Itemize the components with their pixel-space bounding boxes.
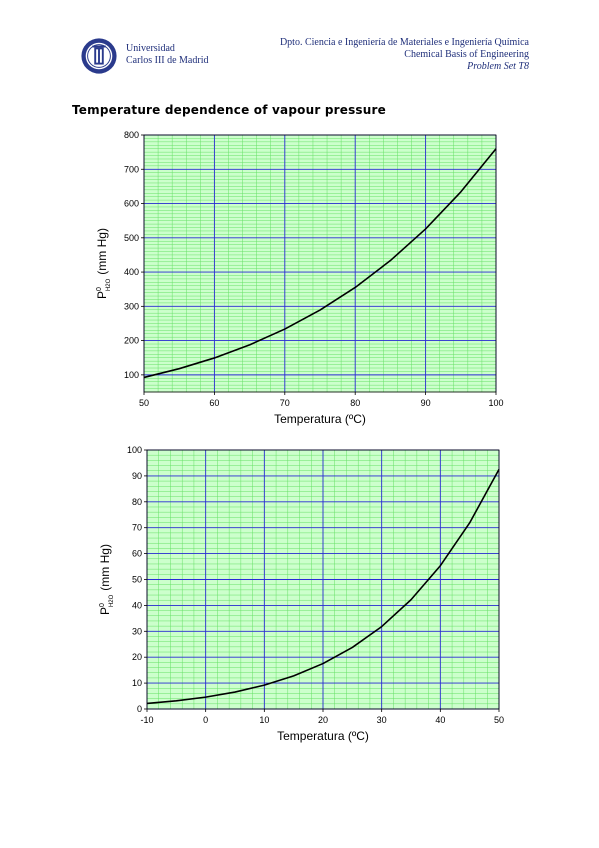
x-tick-label: 40 [435,715,445,725]
problem-set-label: Problem Set T8 [467,61,529,72]
x-tick-label: 0 [203,715,208,725]
plot-area [144,135,496,392]
x-tick-label: 20 [318,715,328,725]
x-tick-label: 50 [139,398,149,408]
department-name: Dpto. Ciencia e Ingeniería de Materiales… [279,37,529,48]
y-axis-label: P0 H2O(mm Hg) [98,544,115,615]
y-tick-label: 70 [132,523,142,533]
y-tick-label: 50 [132,575,142,585]
y-tick-label: 60 [132,549,142,559]
university-logo-icon [81,38,117,74]
x-tick-label: 30 [377,715,387,725]
vapour-pressure-curve [146,469,500,705]
y-tick-label: 200 [124,336,139,346]
x-axis-label: Temperatura (ºC) [277,729,369,743]
university-name-line1: Universidad [126,43,175,54]
x-tick-label: 60 [209,398,219,408]
y-tick-label: 500 [124,233,139,243]
section-title: Temperature dependence of vapour pressur… [72,103,386,117]
y-tick-label: 10 [132,678,142,688]
x-tick-label: 10 [259,715,269,725]
y-tick-label: 600 [124,199,139,209]
header-info: Dpto. Ciencia e Ingeniería de Materiales… [280,37,529,73]
university-name-line2: Carlos III de Madrid [126,55,209,66]
y-tick-label: 90 [132,471,142,481]
y-tick-label: 700 [124,164,139,174]
vapour-pressure-curve [143,148,497,379]
y-tick-label: 800 [124,130,139,140]
y-tick-label: 40 [132,600,142,610]
x-tick-label: -10 [140,715,153,725]
plot-frame [143,134,497,393]
y-tick-label: 300 [124,301,139,311]
x-axis-label: Temperatura (ºC) [274,412,366,426]
x-tick-label: 90 [421,398,431,408]
university-name: Universidad Carlos III de Madrid [126,43,208,67]
y-tick-label: 30 [132,626,142,636]
y-tick-label: 20 [132,652,142,662]
x-tick-label: 50 [494,715,504,725]
y-tick-label: 100 [124,370,139,380]
y-axis-label: P0 H2O(mm Hg) [95,228,112,299]
x-tick-label: 100 [488,398,503,408]
x-tick-label: 80 [350,398,360,408]
course-name: Chemical Basis of Engineering [404,49,529,60]
y-tick-label: 100 [127,445,142,455]
x-tick-label: 70 [280,398,290,408]
y-tick-label: 80 [132,497,142,507]
y-tick-label: 0 [137,704,142,714]
y-tick-label: 400 [124,267,139,277]
